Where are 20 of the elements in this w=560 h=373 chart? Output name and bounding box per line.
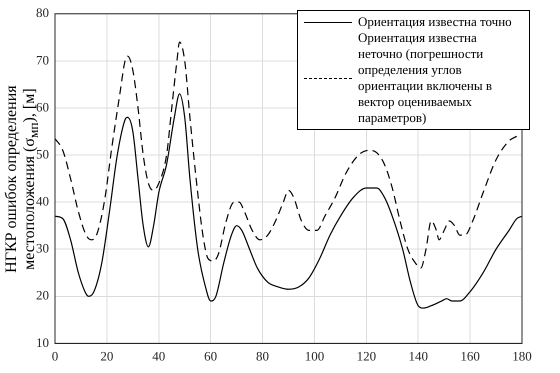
y-tick-label: 10 bbox=[36, 334, 49, 350]
legend-label: Ориентация известна точно bbox=[358, 14, 512, 30]
y-tick-label: 60 bbox=[36, 99, 49, 114]
x-tick-label: 140 bbox=[408, 348, 428, 364]
y-tick-label: 50 bbox=[36, 146, 49, 162]
x-tick-label: 160 bbox=[460, 348, 480, 364]
y-tick-label: 30 bbox=[36, 240, 49, 256]
x-tick-label: 20 bbox=[100, 348, 114, 364]
x-tick-label: 180 bbox=[512, 348, 532, 364]
legend-label: Ориентация известна неточно (погрешности определения углов ориентации включены в вектор оцениваемых параметров) bbox=[358, 30, 493, 126]
x-tick-label: 100 bbox=[304, 348, 324, 364]
y-tick-label: 40 bbox=[36, 194, 49, 209]
y-tick-label: 20 bbox=[36, 288, 49, 303]
x-tick-label: 120 bbox=[356, 348, 376, 364]
x-tick-label: 80 bbox=[256, 348, 270, 364]
x-tick-label: 40 bbox=[152, 348, 166, 364]
x-tick-label: 60 bbox=[204, 348, 218, 364]
x-tick-label: 0 bbox=[52, 348, 58, 364]
y-tick-label: 70 bbox=[36, 52, 49, 68]
y-tick-label: 80 bbox=[36, 5, 49, 20]
